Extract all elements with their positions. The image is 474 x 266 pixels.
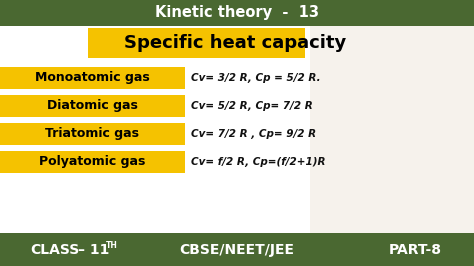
Bar — [0, 145, 185, 151]
Text: Cv= 3/2 R, Cp = 5/2 R.: Cv= 3/2 R, Cp = 5/2 R. — [191, 73, 320, 83]
Text: Monoatomic gas: Monoatomic gas — [35, 72, 150, 85]
Text: TH: TH — [106, 240, 118, 250]
Bar — [0, 123, 185, 145]
Bar — [0, 95, 185, 117]
Bar — [0, 233, 474, 266]
Text: Diatomic gas: Diatomic gas — [47, 99, 138, 113]
Bar — [0, 151, 185, 173]
Bar — [0, 117, 185, 123]
Bar — [310, 26, 474, 233]
Bar — [0, 0, 474, 26]
Text: Cv= f/2 R, Cp=(f/2+1)R: Cv= f/2 R, Cp=(f/2+1)R — [191, 157, 326, 167]
Text: CLASS: CLASS — [30, 243, 79, 257]
Text: Triatomic gas: Triatomic gas — [46, 127, 139, 140]
Text: Cv= 5/2 R, Cp= 7/2 R: Cv= 5/2 R, Cp= 7/2 R — [191, 101, 313, 111]
Text: Specific heat capacity: Specific heat capacity — [124, 34, 346, 52]
Bar — [305, 26, 474, 233]
Text: – 11: – 11 — [78, 243, 109, 257]
Bar — [0, 61, 185, 67]
Bar — [88, 28, 383, 58]
Bar — [0, 67, 185, 89]
Text: Kinetic theory  -  13: Kinetic theory - 13 — [155, 6, 319, 20]
Text: Cv= 7/2 R , Cp= 9/2 R: Cv= 7/2 R , Cp= 9/2 R — [191, 129, 316, 139]
Bar — [0, 89, 185, 95]
Text: PART-8: PART-8 — [389, 243, 441, 257]
Text: Polyatomic gas: Polyatomic gas — [39, 156, 146, 168]
Text: CBSE/NEET/JEE: CBSE/NEET/JEE — [180, 243, 294, 257]
